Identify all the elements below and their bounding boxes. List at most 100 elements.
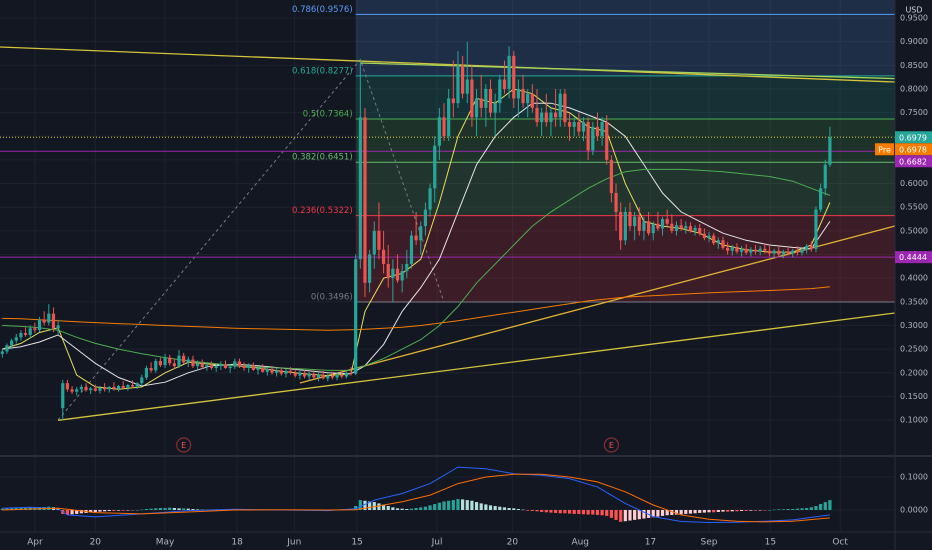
- macd-histogram-bar: [126, 509, 130, 511]
- y-tick-label: 0.2500: [900, 345, 928, 354]
- x-tick-label: 18: [231, 538, 243, 548]
- macd-histogram-bar: [609, 509, 613, 518]
- candle-body: [637, 216, 641, 231]
- macd-histogram-bar: [158, 508, 163, 510]
- macd-histogram-bar: [75, 509, 79, 514]
- candle-body: [98, 387, 102, 391]
- macd-histogram-bar: [195, 509, 200, 510]
- macd-histogram-bar: [79, 509, 83, 514]
- x-tick-label: Aug: [571, 538, 589, 548]
- candle-body: [321, 374, 325, 379]
- candle-body: [61, 383, 65, 409]
- candle-body: [702, 233, 706, 238]
- macd-histogram-bar: [767, 509, 772, 511]
- macd-histogram-bar: [70, 509, 74, 515]
- macd-histogram-bar: [130, 509, 135, 511]
- candle-body: [628, 211, 632, 227]
- macd-histogram-bar: [479, 503, 483, 510]
- candle-body: [381, 249, 386, 264]
- macd-histogram-bar: [763, 509, 767, 511]
- macd-histogram-bar: [819, 504, 823, 510]
- candle-body: [219, 364, 223, 367]
- moving-average: [2, 88, 831, 390]
- candle-body: [47, 313, 51, 323]
- macd-histogram-bar: [716, 509, 720, 512]
- candle-body: [377, 230, 381, 250]
- candle-body: [65, 383, 70, 390]
- macd-histogram-bar: [363, 500, 367, 510]
- macd-histogram-bar: [521, 509, 525, 511]
- price-badge-prefix-label: Pre: [878, 145, 891, 154]
- candle-body: [688, 226, 693, 231]
- candle-body: [805, 245, 809, 250]
- macd-histogram-bar: [437, 502, 441, 510]
- candle-body: [819, 188, 823, 210]
- candle-body: [619, 211, 623, 241]
- candle-body: [744, 248, 748, 253]
- candle-body: [302, 372, 307, 377]
- macd-histogram-bar: [707, 509, 711, 513]
- macd-histogram-bar: [409, 508, 414, 510]
- fib-zone: [355, 75, 896, 120]
- macd-histogram-bar: [721, 509, 725, 512]
- candle-body: [19, 333, 23, 338]
- macd-histogram-bar: [744, 509, 748, 511]
- candle-body: [791, 250, 795, 254]
- candle-body: [354, 259, 358, 374]
- macd-histogram-bar: [89, 509, 93, 513]
- candle-body: [56, 325, 60, 329]
- candle-body: [93, 388, 97, 391]
- x-tick-label: 15: [765, 538, 776, 548]
- candle-body: [540, 112, 544, 123]
- candle-body: [149, 368, 153, 371]
- macd-histogram-bar: [535, 509, 539, 512]
- candle-body: [614, 193, 618, 212]
- candle-body: [772, 250, 776, 254]
- macd-histogram-bar: [149, 508, 153, 510]
- macd-histogram-bar: [698, 509, 702, 513]
- candle-body: [409, 235, 414, 264]
- candle-body: [763, 248, 767, 251]
- candle-body: [698, 228, 702, 234]
- candle-body: [191, 359, 195, 367]
- macd-histogram-bar: [461, 499, 465, 510]
- candle-body: [558, 93, 562, 118]
- candle-body: [237, 361, 242, 367]
- y-tick-label: 0.1500: [900, 392, 928, 401]
- macd-histogram-bar: [614, 509, 618, 520]
- fib-label: 0.786(0.9576): [292, 5, 353, 15]
- macd-histogram-bar: [712, 509, 716, 513]
- macd-histogram-bar: [637, 509, 641, 520]
- macd-histogram-bar: [163, 508, 167, 510]
- candle-body: [251, 365, 255, 370]
- candle-body: [279, 370, 283, 374]
- candle-body: [130, 385, 135, 387]
- x-tick-label: May: [156, 538, 175, 548]
- candle-body: [177, 355, 181, 367]
- candle-body: [795, 250, 799, 253]
- macd-histogram-bar: [814, 506, 818, 510]
- candle-body: [721, 240, 725, 248]
- macd-histogram-bar: [739, 509, 744, 511]
- trendline: [0, 46, 896, 83]
- macd-histogram-bar: [400, 508, 404, 510]
- candle-body: [758, 248, 762, 252]
- candle-body: [405, 263, 409, 272]
- macd-histogram-bar: [753, 509, 758, 511]
- earnings-marker: [603, 437, 619, 453]
- candle-body: [693, 228, 697, 231]
- candle-body: [135, 383, 139, 387]
- candle-body: [386, 263, 390, 279]
- candle-body: [400, 271, 404, 281]
- candle-body: [195, 363, 200, 367]
- trendline: [360, 62, 896, 80]
- candle-body: [172, 363, 176, 367]
- macd-histogram-bar: [726, 509, 730, 512]
- macd-histogram-bar: [530, 509, 534, 511]
- macd-histogram-bar: [135, 509, 139, 511]
- price-badge: [895, 155, 932, 168]
- y-tick-label: 0.9000: [900, 37, 928, 46]
- macd-histogram-bar: [168, 507, 172, 510]
- candle-body: [23, 333, 28, 335]
- earnings-marker: [176, 437, 192, 453]
